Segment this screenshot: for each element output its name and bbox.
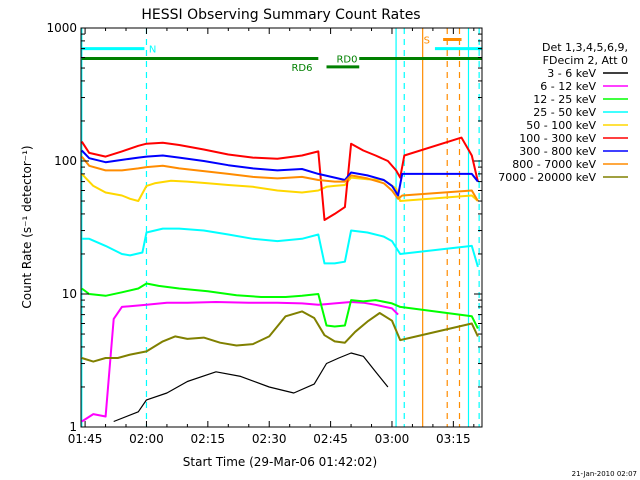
x-tick-label: 02:30 bbox=[252, 432, 287, 446]
x-axis-label: Start Time (29-Mar-06 01:42:02) bbox=[183, 455, 377, 469]
y-tick-label: 1 bbox=[69, 420, 77, 434]
flag-label: S bbox=[424, 35, 430, 46]
legend-label: 6 - 12 keV bbox=[540, 80, 596, 93]
legend-label: 7000 - 20000 keV bbox=[498, 171, 596, 184]
legend-header-line-1: Det 1,3,4,5,6,9, bbox=[542, 41, 628, 54]
x-tick-label: 03:00 bbox=[375, 432, 410, 446]
legend-label: 800 - 7000 keV bbox=[512, 158, 596, 171]
legend-label: 50 - 100 keV bbox=[526, 119, 596, 132]
legend-label: 12 - 25 keV bbox=[533, 93, 596, 106]
x-tick-label: 03:15 bbox=[436, 432, 471, 446]
series-line bbox=[81, 301, 399, 423]
x-tick-label: 02:15 bbox=[191, 432, 226, 446]
series-line bbox=[81, 227, 479, 268]
series-line bbox=[81, 149, 479, 197]
flag-label: RD6 bbox=[291, 63, 312, 74]
flag-label: RD0 bbox=[336, 54, 357, 65]
chart-title: HESSI Observing Summary Count Rates bbox=[141, 7, 420, 23]
legend-label: 25 - 50 keV bbox=[533, 106, 596, 119]
legend-label: 3 - 6 keV bbox=[547, 67, 596, 80]
legend-header-line-2: FDecim 2, Att 0 bbox=[543, 54, 628, 67]
x-tick-label: 02:45 bbox=[313, 432, 348, 446]
y-tick-label: 1000 bbox=[46, 21, 77, 35]
series-line bbox=[81, 310, 479, 363]
footer-timestamp: 21-Jan-2010 02:07 bbox=[572, 470, 637, 478]
plot-layer: 01:45 02:00 02:15 02:30 02:45 03:00 03:15 1 10 10… bbox=[46, 21, 482, 446]
x-tick-label: 02:00 bbox=[129, 432, 164, 446]
plot-frame bbox=[80, 27, 483, 428]
y-tick-label: 10 bbox=[62, 287, 77, 301]
y-axis-label: Count Rate (s⁻¹ detector⁻¹) bbox=[20, 145, 34, 308]
plot-area bbox=[81, 28, 482, 427]
y-tick-label: 100 bbox=[54, 154, 77, 168]
series-line bbox=[113, 352, 389, 423]
series-line bbox=[81, 155, 479, 202]
flag-label: N bbox=[149, 45, 156, 56]
legend-label: 300 - 800 keV bbox=[519, 145, 596, 158]
series-line bbox=[81, 136, 479, 221]
x-tick-label: 01:45 bbox=[68, 432, 103, 446]
series-line bbox=[81, 282, 479, 329]
legend-label: 100 - 300 keV bbox=[519, 132, 596, 145]
